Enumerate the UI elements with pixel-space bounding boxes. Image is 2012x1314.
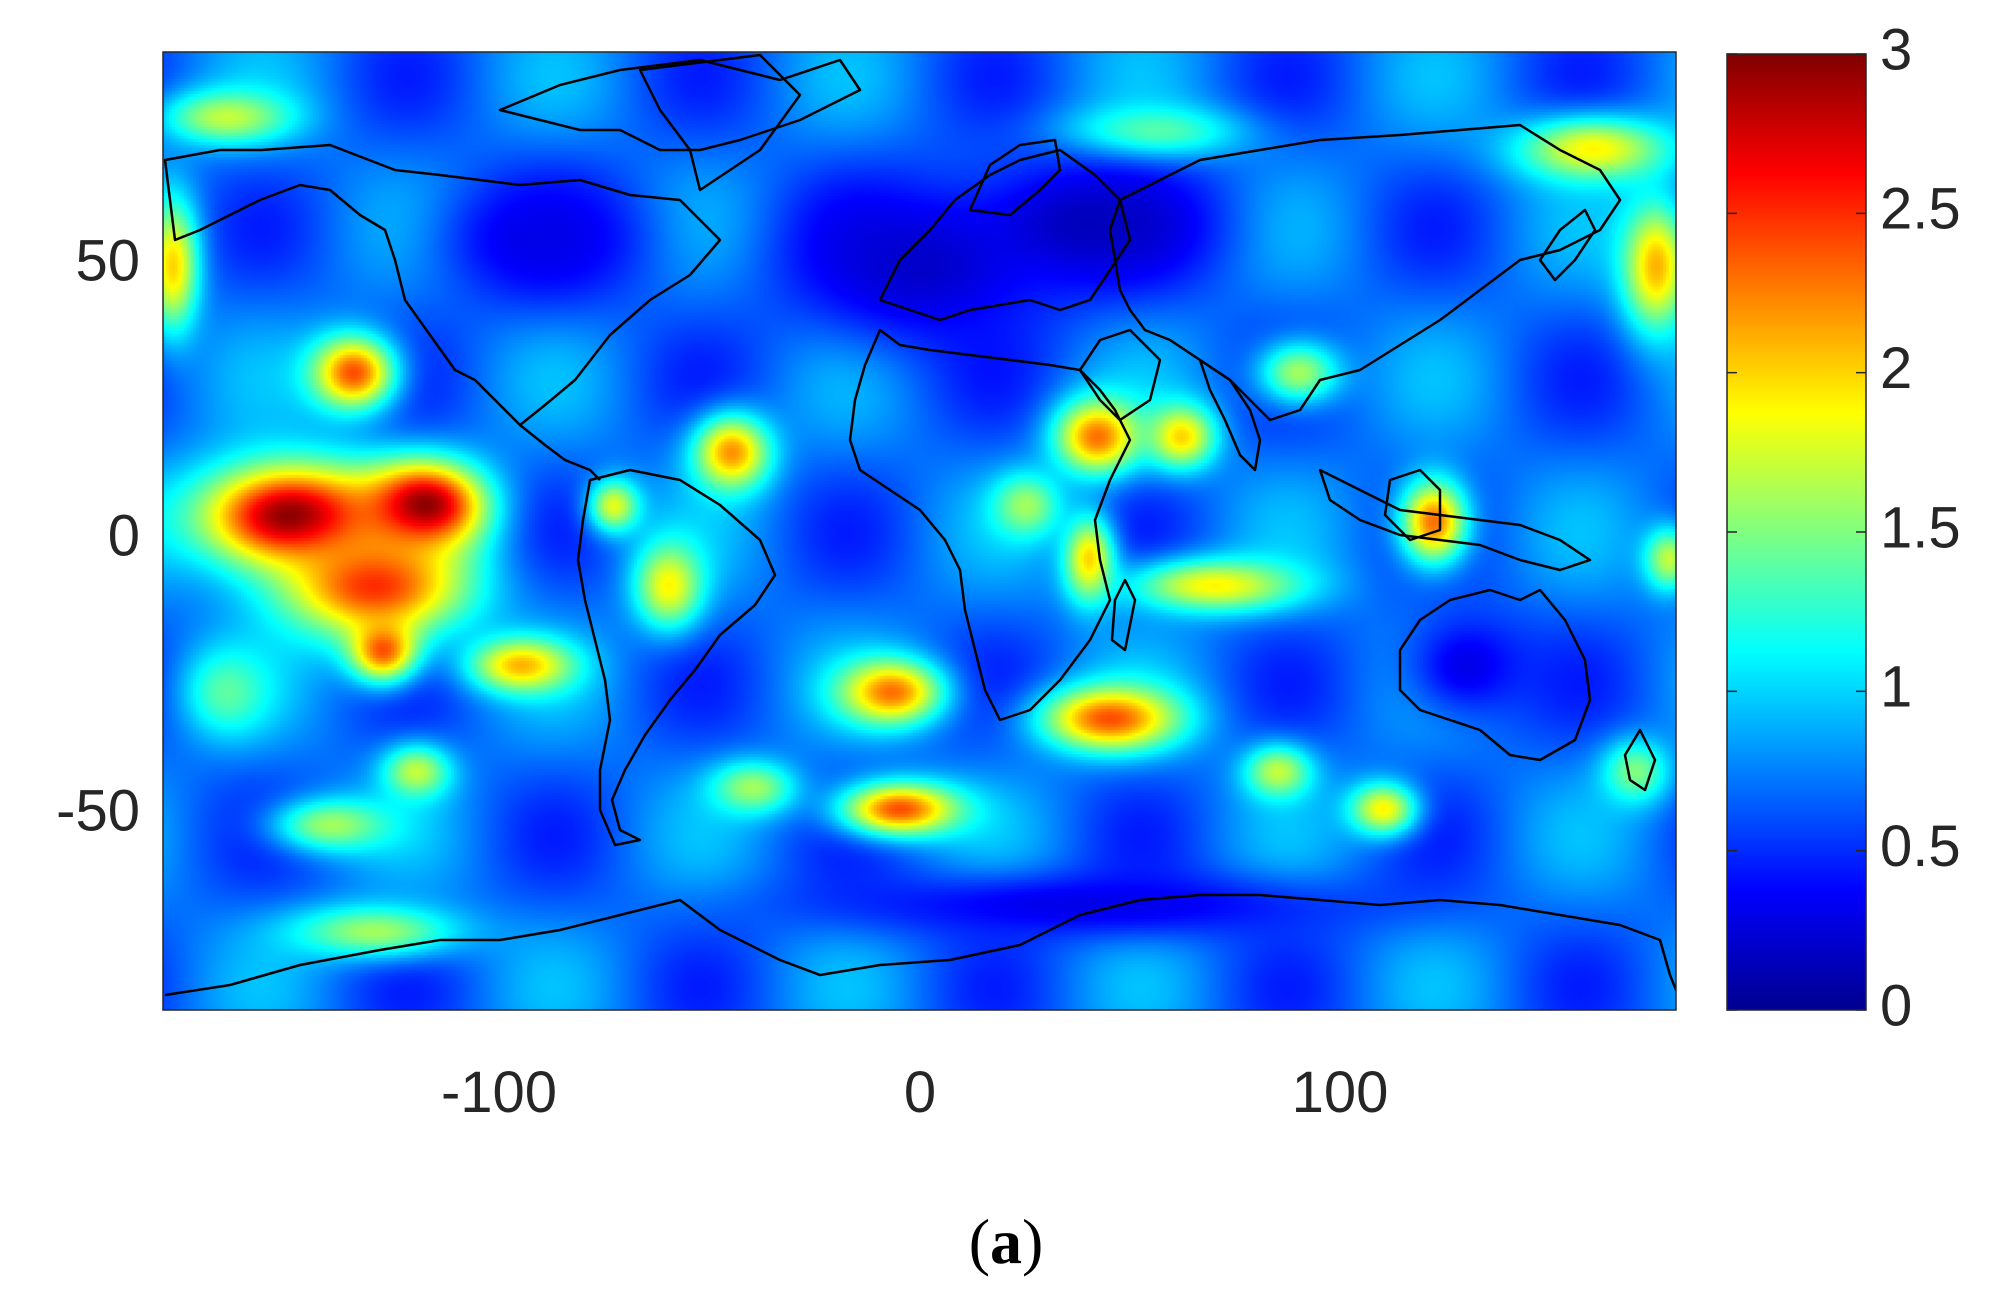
colorbar-gradient	[1726, 53, 1867, 1011]
coastline-india	[1198, 358, 1262, 472]
coastline-europe	[878, 148, 1132, 322]
coastline-madagascar	[1110, 578, 1137, 652]
coastline-arabia	[1078, 328, 1162, 422]
x-tick-label: -100	[441, 1060, 557, 1125]
coastline-arctic-islands	[498, 58, 862, 152]
panel-label: (a)	[0, 1205, 2012, 1279]
coastline-japan	[1538, 208, 1597, 282]
x-tick-label: 100	[1292, 1060, 1389, 1125]
colorbar-tick-label: 2	[1880, 336, 1912, 401]
colorbar-tick-label: 2.5	[1880, 177, 1961, 242]
map-frame	[162, 51, 1677, 1011]
panel-label-letter: a	[990, 1206, 1022, 1277]
heatmap-field	[163, 52, 1676, 1010]
x-tick-label: 0	[904, 1060, 936, 1125]
coastline-indonesia	[1318, 468, 1592, 572]
panel-label-open: (	[968, 1206, 990, 1277]
y-tick-label: 50	[75, 228, 140, 293]
colorbar: 3 2.5 2 1.5 1 0.5 0	[1726, 17, 1961, 1038]
colorbar-tick-label: 1	[1880, 655, 1912, 720]
y-tick-label: -50	[56, 778, 140, 843]
colorbar-ticks: 3 2.5 2 1.5 1 0.5 0	[1727, 17, 1961, 1038]
coastlines	[163, 53, 1676, 997]
y-axis: 50 0 -50	[56, 228, 140, 843]
coastline-greenland	[638, 53, 802, 192]
colorbar-tick-label: 3	[1880, 17, 1912, 82]
coastline-africa	[848, 328, 1132, 722]
coastline-asia	[1108, 123, 1622, 422]
coastline-antarctica	[164, 893, 1676, 997]
panel-label-close: )	[1022, 1206, 1044, 1277]
coastline-central-america	[519, 424, 601, 481]
colorbar-tick-label: 0.5	[1880, 814, 1961, 879]
coastline-south-america	[576, 468, 777, 847]
map-plot-area	[162, 51, 1677, 1011]
y-tick-label: 0	[108, 503, 140, 568]
coastline-new-zealand	[1623, 728, 1657, 792]
coastline-north-america	[163, 143, 722, 427]
colorbar-tick-label: 0	[1880, 973, 1912, 1038]
colorbar-tick-label: 1.5	[1880, 495, 1961, 560]
coastline-borneo	[1383, 468, 1442, 542]
coastline-australia	[1398, 588, 1592, 762]
x-axis: -100 0 100	[441, 1060, 1388, 1125]
coastline-scandinavia	[968, 138, 1062, 217]
